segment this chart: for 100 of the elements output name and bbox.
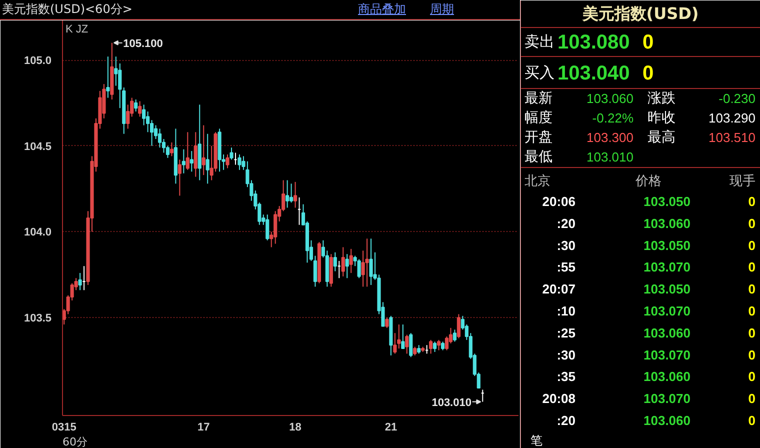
text: 103.050 [644,238,691,253]
text: 0 [642,62,654,84]
text: 103.070 [644,391,691,406]
candlestick [333,252,337,272]
text: :20 [556,413,576,428]
text: 20:08 [542,391,576,406]
text: 幅度 [524,110,552,126]
text: 103.070 [644,304,691,318]
text: 最新 [524,90,552,106]
annotation: K JZ [66,24,88,36]
candlestick [293,181,298,208]
y-tick-label: 105.0 [24,55,52,67]
candlestick [429,339,433,354]
text: 0 [748,216,756,231]
y-tick-label: 104.0 [24,226,52,239]
annotation: 103.010 [432,396,472,409]
text: 现手 [730,174,756,189]
text: 0 [748,304,756,318]
candlestick [286,180,290,208]
text: 0 [748,391,756,406]
candlestick [405,334,409,354]
text: 103.050 [644,282,691,297]
text: 103.300 [586,130,634,145]
text: 0 [748,238,756,253]
candlestick [456,314,461,339]
text: 103.290 [708,110,756,126]
text: :55 [556,260,576,275]
text: 最低 [524,149,552,165]
chart-title: 美元指数(USD)<60分> [2,1,132,18]
candlestick [365,238,369,288]
text: 周期 [430,2,454,16]
candlestick [341,246,345,277]
candlestick [158,128,162,148]
candlestick [78,272,82,291]
text: 103.510 [708,130,756,145]
text: 103.050 [644,194,691,209]
text: :30 [556,238,576,253]
text: 103.060 [644,216,691,231]
text: 买入 [524,64,554,82]
text: :25 [556,325,576,340]
candlestick [230,147,234,160]
text: :10 [556,304,576,318]
candlestick [106,56,110,98]
text: 0 [748,194,756,209]
text: 103.070 [644,260,691,275]
candlestick [166,145,170,158]
candlestick [349,248,353,274]
text: 103.070 [644,347,691,362]
text: 103.040 [558,62,630,84]
text: 0 [748,260,756,275]
candlestick [397,324,401,350]
x-tick-label: 18 [289,422,302,434]
candlestick [345,254,349,279]
candlestick [202,124,206,176]
candlestick [114,56,118,86]
text: 103.060 [644,413,691,428]
y-tick-label: 103.5 [24,312,52,325]
text: 卖出 [524,32,554,50]
text: :35 [556,369,576,384]
text: 昨收 [648,110,676,126]
text: 0 [748,369,756,384]
candlestick [409,332,413,358]
candlestick [138,100,142,118]
text: 0 [642,32,654,54]
candlestick [134,99,138,112]
text: 价格 [634,174,662,189]
candlestick [178,159,182,196]
text: 美元指数(USD) [581,4,699,23]
text: 60分 [62,436,88,448]
text: 0 [748,282,756,297]
text: 开盘 [524,130,552,146]
text: 商品叠加 [358,2,406,16]
candlestick [401,324,405,350]
text: 涨跌 [648,90,676,106]
text: 103.060 [644,369,691,384]
text: -0.230 [718,91,756,106]
text: 20:07 [542,282,576,297]
text: 笔 [530,434,542,448]
text: :30 [556,347,576,362]
candlestick [206,133,210,184]
x-tick-label: 0315 [52,422,76,434]
candlestick [142,104,146,126]
candlestick [357,258,361,279]
candlestick [369,238,373,286]
text: 103.060 [586,91,634,106]
text: 0 [748,413,756,428]
y-tick-label: 104.5 [24,140,52,153]
text: 20:06 [542,194,576,209]
annotation: 105.100 [123,38,163,50]
candlestick [190,150,194,172]
x-tick-label: 21 [384,422,398,434]
text: 0 [748,347,756,362]
text: 103.010 [586,150,634,164]
candlestick [433,341,437,352]
candlestick [393,332,397,354]
candlestick [436,339,441,351]
candlestick [182,148,186,174]
candlestick [238,154,242,170]
candlestick [385,317,389,328]
text: -0.22% [592,110,634,126]
